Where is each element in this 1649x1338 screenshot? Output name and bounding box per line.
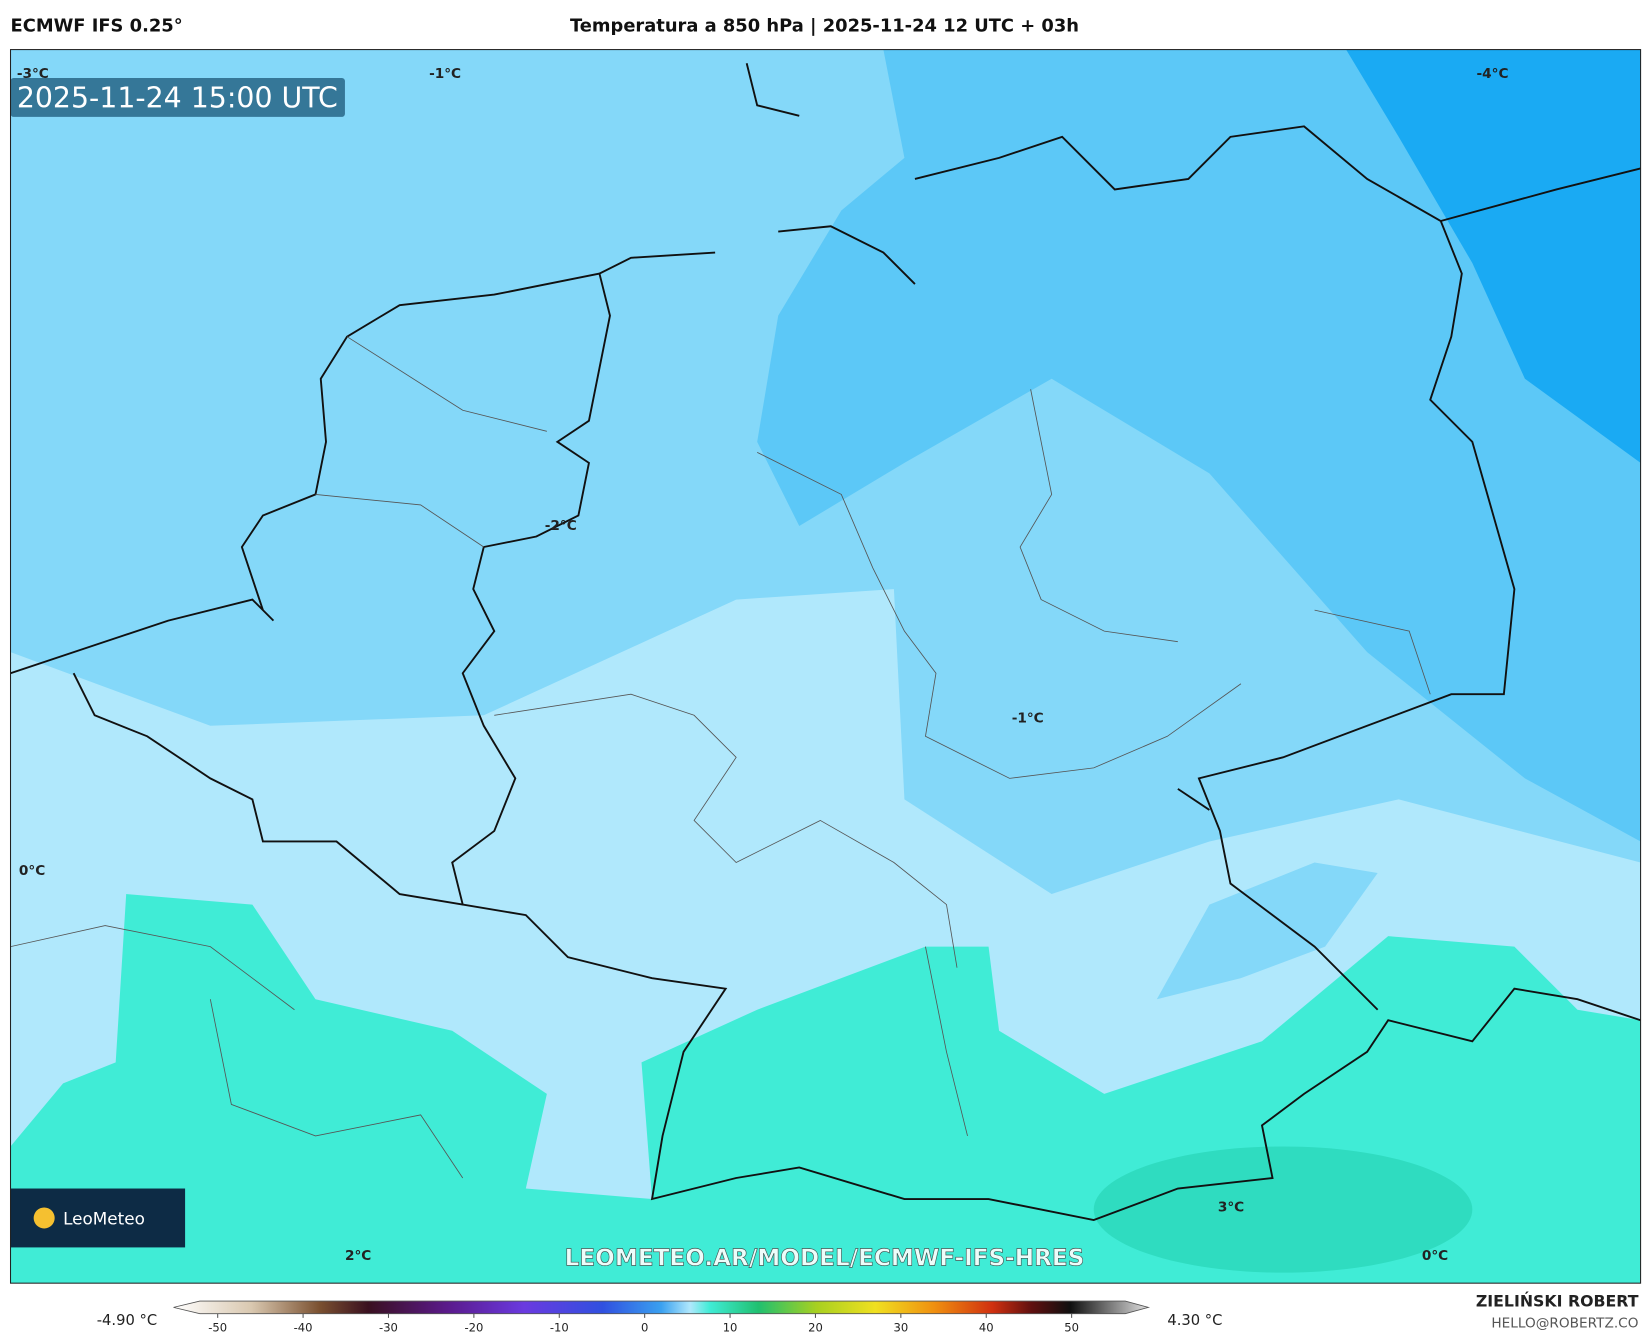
colorbar-tick-label: -50 — [208, 1321, 227, 1335]
temperature-zone — [757, 49, 1641, 842]
colorbar-tick-label: -10 — [550, 1321, 569, 1335]
watermark: LEOMETEO.AR/MODEL/ECMWF-IFS-HRES — [565, 1245, 1085, 1271]
timestamp: 2025-11-24 15:00 UTC — [17, 81, 338, 114]
isotherm-label: 0°C — [1422, 1248, 1448, 1264]
isotherm-label: -4°C — [1477, 66, 1509, 82]
temperature-zone — [1093, 1146, 1473, 1273]
colorbar-scale — [173, 1300, 1151, 1315]
colorbar-tick-label: -30 — [379, 1321, 398, 1335]
timestamp-box — [10, 77, 345, 117]
colorbar-tick-label: 40 — [979, 1321, 994, 1335]
colorbar-min: -4.90 °C — [97, 1312, 157, 1329]
logo-sun — [33, 1207, 55, 1229]
colorbar-tick-label: -20 — [464, 1321, 483, 1335]
isotherm-label: 0°C — [19, 863, 45, 879]
isotherm-label: 2°C — [345, 1248, 371, 1264]
colorbar-tick-label: -40 — [294, 1321, 313, 1335]
logo-text: LeoMeteo — [63, 1208, 145, 1228]
isotherm-label: -2°C — [545, 518, 577, 534]
isotherm-label: -1°C — [1012, 711, 1044, 727]
title: Temperatura a 850 hPa | 2025-11-24 12 UT… — [570, 16, 1079, 37]
temperature-zone — [1156, 862, 1378, 1000]
colorbar-tick-label: 10 — [723, 1321, 738, 1335]
colorbar-tick-label: 30 — [893, 1321, 908, 1335]
author: ZIELIŃSKI ROBERT — [1476, 1291, 1639, 1310]
map: -3°C -1°C -4°C -2°C -1°C 0°C 3°C 2°C 0°C… — [10, 49, 1641, 1284]
borders — [10, 63, 1641, 1222]
isotherm-label: -1°C — [429, 66, 461, 82]
email: HELLO@ROBERTZ.CO — [1491, 1315, 1638, 1331]
temperature-zone — [1346, 49, 1641, 463]
map-frame — [9, 49, 1642, 1284]
model-name: ECMWF IFS 0.25° — [11, 16, 183, 37]
colorbar: -50 -40 -30 -20 -10 0 10 20 30 40 50 — [173, 1300, 1151, 1335]
isotherm-label: 3°C — [1218, 1200, 1244, 1216]
colorbar-tick-label: 50 — [1064, 1321, 1079, 1335]
colorbar-tick-label: 0 — [641, 1321, 648, 1335]
colorbar-max: 4.30 °C — [1167, 1312, 1222, 1329]
colorbar-tick-label: 20 — [808, 1321, 823, 1335]
regional-borders — [10, 336, 1431, 1179]
